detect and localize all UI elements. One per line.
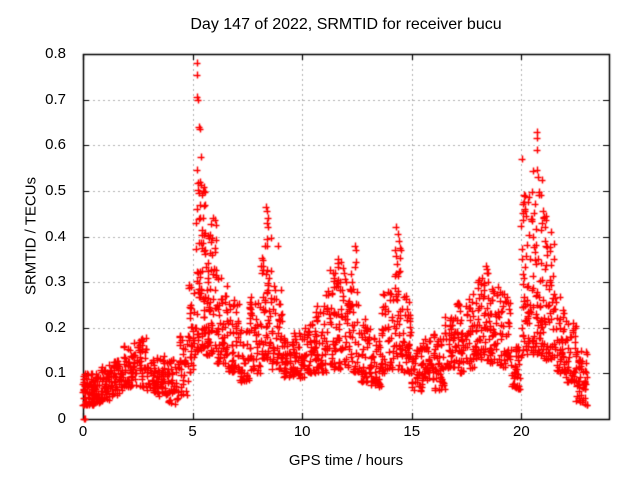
- y-tick-label: 0.8: [45, 45, 66, 62]
- x-tick-label: 20: [512, 423, 530, 440]
- y-tick-label: 0: [57, 410, 66, 427]
- y-tick-label: 0.5: [45, 181, 66, 199]
- y-tick-label: 0.7: [45, 90, 66, 108]
- x-tick-label: 5: [188, 423, 197, 440]
- y-tick-label: 0.1: [45, 364, 66, 382]
- chart-title: Day 147 of 2022, SRMTID for receiver buc…: [190, 16, 502, 33]
- x-tick-label: 10: [293, 423, 311, 440]
- x-tick-label: 15: [403, 423, 421, 440]
- y-tick-label: 0.2: [45, 318, 66, 336]
- y-tick-label: 0.6: [45, 136, 66, 154]
- x-axis-label: GPS time / hours: [288, 452, 404, 469]
- y-tick-label: 0.3: [45, 273, 66, 291]
- x-tick-label: 0: [78, 423, 88, 440]
- y-tick-label: 0.4: [45, 227, 66, 245]
